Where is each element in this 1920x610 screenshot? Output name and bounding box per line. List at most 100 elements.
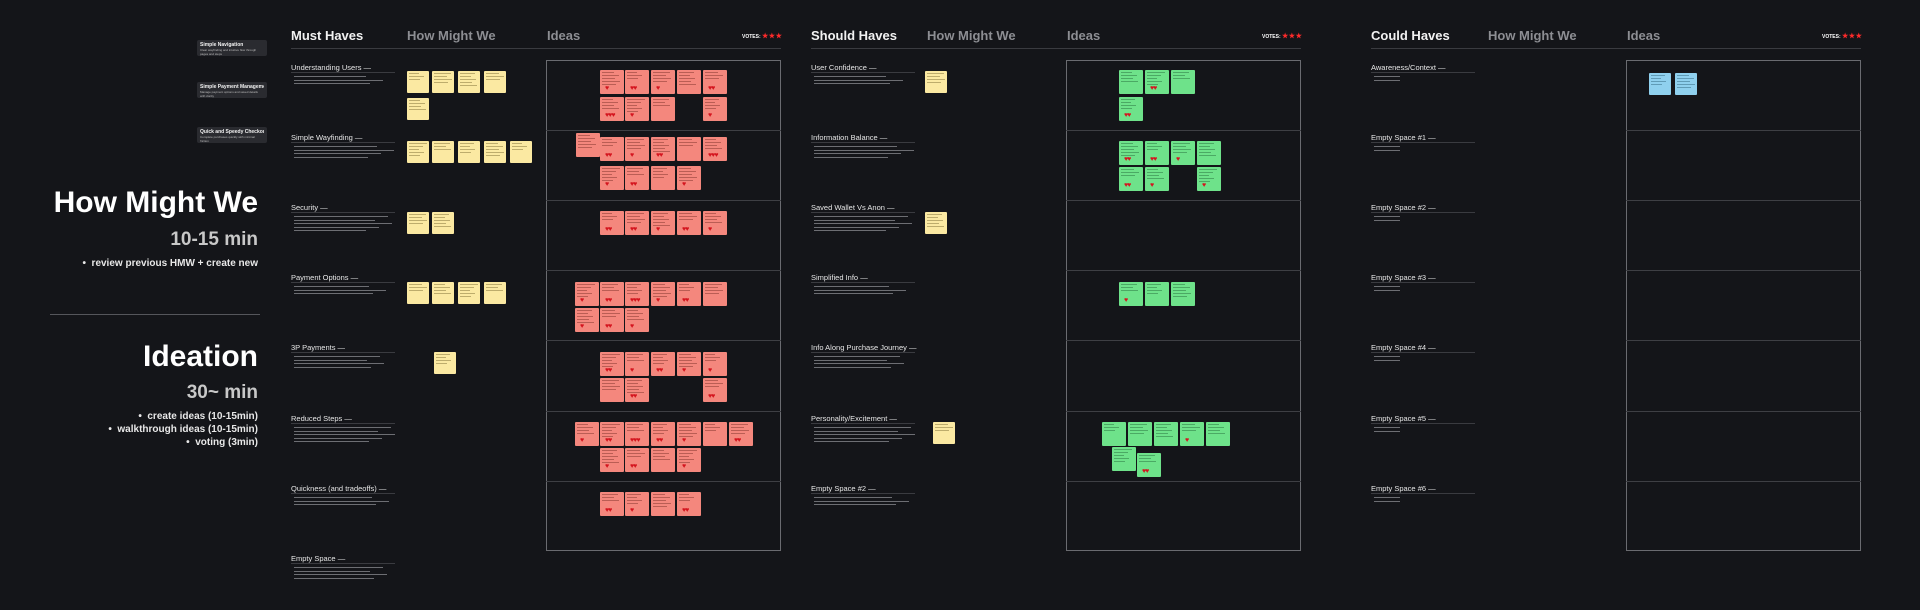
theme-card[interactable]: Simple Navigation Clear wayfinding and i… xyxy=(197,40,267,56)
idea-sticky-note[interactable] xyxy=(651,166,675,190)
theme-card[interactable]: Quick and Speedy Checkout Complete purch… xyxy=(197,127,267,143)
idea-sticky-note[interactable]: ♥♥ xyxy=(600,352,624,376)
idea-sticky-note[interactable] xyxy=(651,492,675,516)
idea-sticky-note[interactable] xyxy=(677,137,701,161)
idea-sticky-note[interactable] xyxy=(1206,422,1230,446)
idea-sticky-note[interactable] xyxy=(703,422,727,446)
idea-sticky-note[interactable]: ♥ xyxy=(575,282,599,306)
idea-sticky-note[interactable]: ♥ xyxy=(600,166,624,190)
idea-sticky-note[interactable]: ♥♥ xyxy=(703,70,727,94)
hmw-sticky-note[interactable] xyxy=(407,141,429,163)
hmw-sticky-note[interactable] xyxy=(484,282,506,304)
idea-sticky-note[interactable]: ♥ xyxy=(1171,141,1195,165)
hmw-sticky-note[interactable] xyxy=(484,141,506,163)
hmw-sticky-note[interactable] xyxy=(925,71,947,93)
hmw-sticky-note[interactable] xyxy=(458,282,480,304)
idea-sticky-note[interactable]: ♥ xyxy=(1145,167,1169,191)
idea-sticky-note[interactable]: ♥♥ xyxy=(703,378,727,402)
idea-sticky-note[interactable]: ♥♥ xyxy=(625,378,649,402)
hmw-sticky-note[interactable] xyxy=(407,212,429,234)
idea-sticky-note[interactable] xyxy=(1171,70,1195,94)
hmw-sticky-note[interactable] xyxy=(432,141,454,163)
hmw-sticky-note[interactable] xyxy=(407,71,429,93)
hmw-sticky-note[interactable] xyxy=(933,422,955,444)
idea-sticky-note[interactable] xyxy=(677,70,701,94)
idea-sticky-note[interactable]: ♥♥ xyxy=(677,492,701,516)
idea-sticky-note[interactable] xyxy=(1112,447,1136,471)
idea-sticky-note[interactable]: ♥ xyxy=(677,422,701,446)
hmw-sticky-note[interactable] xyxy=(432,71,454,93)
idea-sticky-note[interactable]: ♥ xyxy=(575,308,599,332)
idea-sticky-note[interactable]: ♥ xyxy=(1119,282,1143,306)
idea-sticky-note[interactable]: ♥♥♥ xyxy=(703,137,727,161)
idea-sticky-note[interactable]: ♥ xyxy=(625,308,649,332)
idea-sticky-note[interactable]: ♥ xyxy=(703,352,727,376)
idea-sticky-note[interactable]: ♥ xyxy=(651,282,675,306)
idea-sticky-note[interactable]: ♥♥ xyxy=(677,211,701,235)
idea-sticky-note[interactable]: ♥ xyxy=(651,211,675,235)
idea-sticky-note[interactable]: ♥ xyxy=(651,70,675,94)
idea-sticky-note[interactable]: ♥ xyxy=(677,352,701,376)
idea-sticky-note[interactable]: ♥ xyxy=(625,492,649,516)
hmw-sticky-note[interactable] xyxy=(432,282,454,304)
idea-sticky-note[interactable]: ♥♥ xyxy=(651,137,675,161)
idea-sticky-note[interactable]: ♥♥ xyxy=(600,282,624,306)
idea-sticky-note[interactable] xyxy=(703,282,727,306)
idea-sticky-note[interactable]: ♥♥ xyxy=(1145,70,1169,94)
idea-sticky-note[interactable] xyxy=(1171,282,1195,306)
idea-sticky-note[interactable]: ♥♥ xyxy=(600,422,624,446)
idea-sticky-note[interactable] xyxy=(651,97,675,121)
hmw-sticky-note[interactable] xyxy=(432,212,454,234)
idea-sticky-note[interactable]: ♥ xyxy=(1180,422,1204,446)
hmw-sticky-note[interactable] xyxy=(458,141,480,163)
idea-sticky-note[interactable]: ♥ xyxy=(625,137,649,161)
idea-sticky-note[interactable]: ♥♥ xyxy=(677,282,701,306)
idea-sticky-note[interactable]: ♥♥ xyxy=(1119,167,1143,191)
idea-sticky-note[interactable] xyxy=(1128,422,1152,446)
idea-sticky-note[interactable]: ♥♥♥ xyxy=(600,97,624,121)
idea-sticky-note[interactable]: ♥♥ xyxy=(1119,141,1143,165)
idea-sticky-note[interactable]: ♥♥ xyxy=(1119,97,1143,121)
idea-sticky-note[interactable]: ♥♥ xyxy=(1137,453,1161,477)
idea-sticky-note[interactable] xyxy=(1119,70,1143,94)
theme-card[interactable]: Simple Payment Management Manage payment… xyxy=(197,82,267,98)
idea-sticky-note[interactable]: ♥♥ xyxy=(600,492,624,516)
idea-sticky-note[interactable]: ♥ xyxy=(677,166,701,190)
idea-sticky-note[interactable]: ♥ xyxy=(703,97,727,121)
idea-sticky-note[interactable] xyxy=(651,448,675,472)
idea-sticky-note[interactable] xyxy=(1154,422,1178,446)
idea-sticky-note[interactable]: ♥♥ xyxy=(600,308,624,332)
idea-sticky-note[interactable]: ♥♥ xyxy=(729,422,753,446)
idea-sticky-note[interactable]: ♥♥ xyxy=(600,211,624,235)
idea-sticky-note[interactable]: ♥♥ xyxy=(600,137,624,161)
idea-sticky-note[interactable]: ♥♥♥ xyxy=(625,282,649,306)
idea-sticky-note[interactable]: ♥ xyxy=(703,211,727,235)
idea-sticky-note[interactable]: ♥ xyxy=(677,448,701,472)
idea-sticky-note[interactable] xyxy=(600,378,624,402)
idea-sticky-note[interactable]: ♥♥ xyxy=(651,422,675,446)
hmw-sticky-note[interactable] xyxy=(510,141,532,163)
hmw-sticky-note[interactable] xyxy=(484,71,506,93)
idea-sticky-note[interactable]: ♥♥ xyxy=(1145,141,1169,165)
hmw-sticky-note[interactable] xyxy=(925,212,947,234)
idea-sticky-note[interactable]: ♥ xyxy=(1197,167,1221,191)
idea-sticky-note[interactable] xyxy=(1102,422,1126,446)
idea-sticky-note[interactable]: ♥ xyxy=(625,97,649,121)
hmw-sticky-note[interactable] xyxy=(434,352,456,374)
idea-sticky-note[interactable]: ♥ xyxy=(600,448,624,472)
idea-sticky-note[interactable] xyxy=(1197,141,1221,165)
idea-sticky-note[interactable]: ♥ xyxy=(625,352,649,376)
idea-sticky-note[interactable]: ♥♥ xyxy=(651,352,675,376)
idea-sticky-note[interactable]: ♥♥ xyxy=(625,211,649,235)
idea-sticky-note[interactable]: ♥♥ xyxy=(625,70,649,94)
hmw-sticky-note[interactable] xyxy=(458,71,480,93)
idea-sticky-note[interactable] xyxy=(1649,73,1671,95)
idea-sticky-note[interactable]: ♥♥ xyxy=(625,448,649,472)
idea-sticky-note[interactable]: ♥ xyxy=(600,70,624,94)
hmw-sticky-note[interactable] xyxy=(407,282,429,304)
idea-sticky-note[interactable]: ♥ xyxy=(575,422,599,446)
idea-sticky-note[interactable]: ♥♥ xyxy=(625,166,649,190)
hmw-sticky-note[interactable] xyxy=(407,98,429,120)
idea-sticky-note[interactable] xyxy=(576,133,600,157)
idea-sticky-note[interactable] xyxy=(1675,73,1697,95)
